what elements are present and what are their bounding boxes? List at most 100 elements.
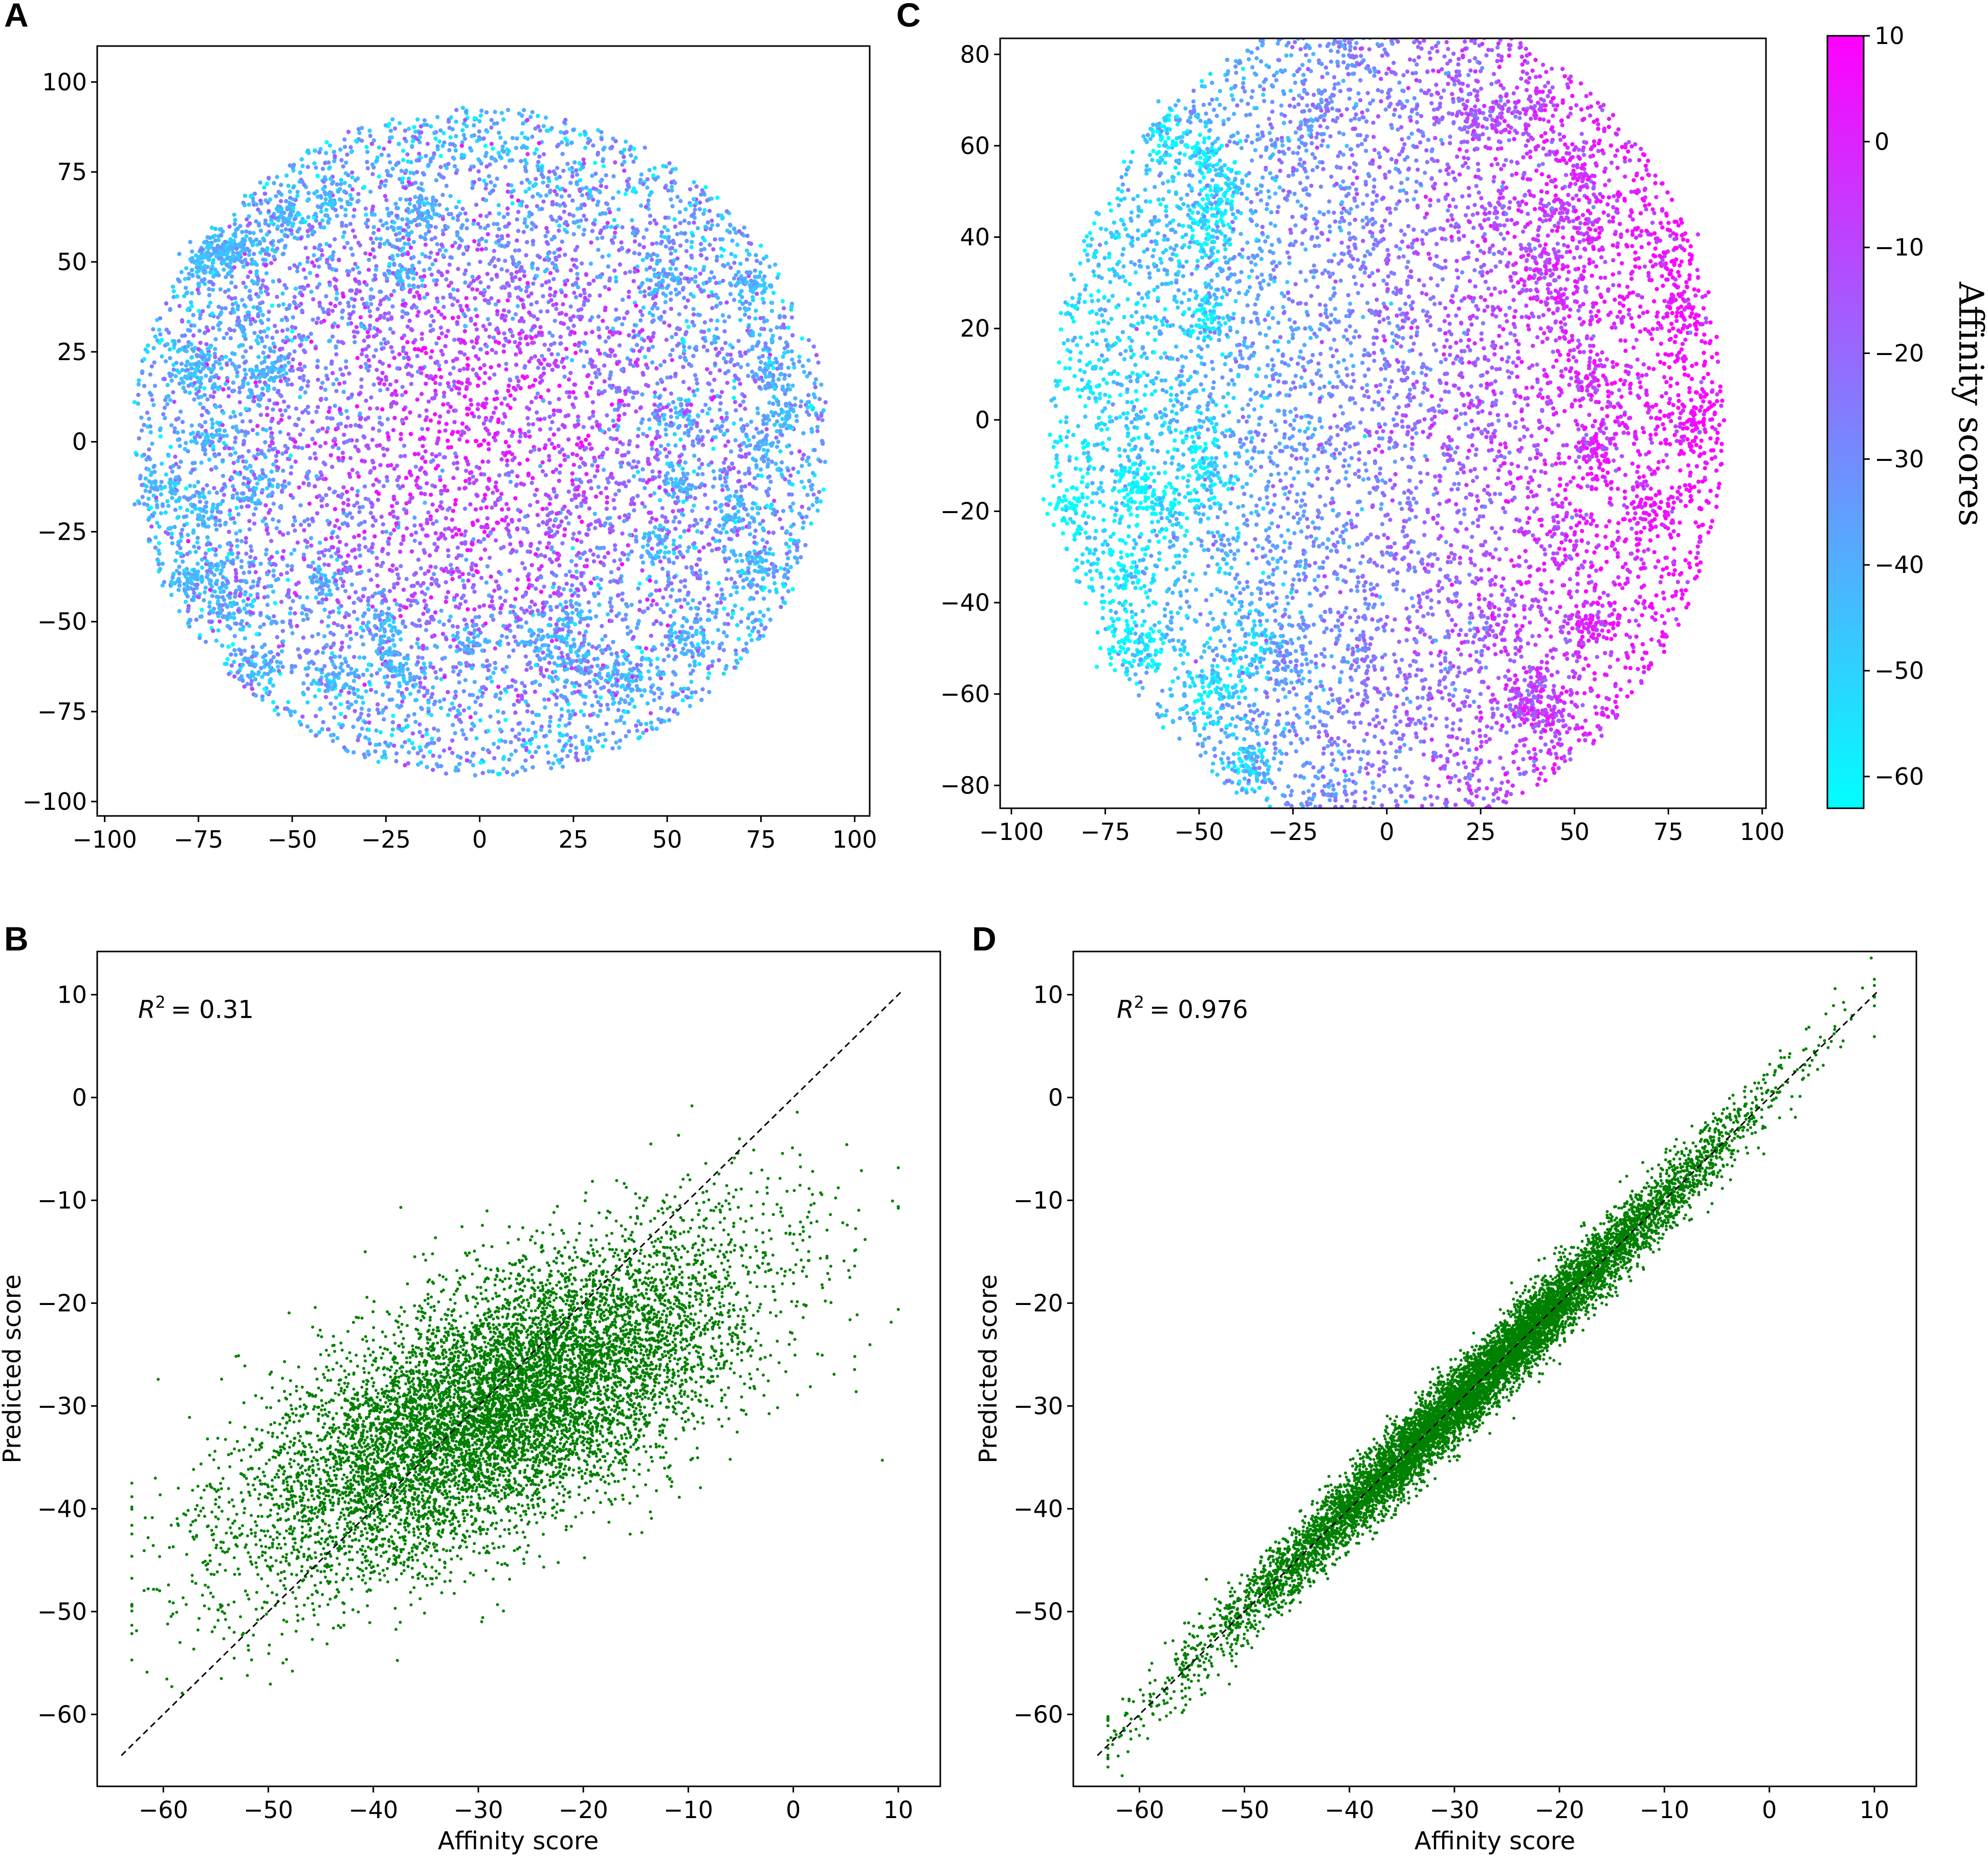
embedding-point bbox=[401, 348, 406, 353]
embedding-point bbox=[367, 327, 372, 331]
embedding-point bbox=[529, 480, 534, 485]
embedding-point bbox=[450, 517, 454, 522]
embedding-point bbox=[321, 650, 325, 655]
embedding-point bbox=[347, 645, 351, 649]
embedding-point bbox=[484, 344, 489, 349]
embedding-point bbox=[593, 494, 599, 499]
embedding-point bbox=[207, 293, 212, 298]
embedding-point bbox=[586, 600, 591, 605]
embedding-point bbox=[493, 484, 498, 490]
embedding-point bbox=[450, 302, 455, 307]
embedding-point bbox=[724, 577, 729, 581]
embedding-point bbox=[433, 412, 437, 417]
embedding-point bbox=[815, 425, 820, 429]
embedding-point bbox=[556, 758, 561, 763]
embedding-point bbox=[630, 218, 634, 223]
embedding-point bbox=[387, 311, 391, 316]
embedding-point bbox=[526, 471, 531, 476]
embedding-point bbox=[394, 567, 399, 571]
embedding-point bbox=[173, 454, 178, 459]
embedding-point bbox=[614, 279, 619, 284]
embedding-point bbox=[799, 399, 804, 404]
embedding-point bbox=[172, 339, 176, 344]
embedding-point bbox=[518, 434, 523, 439]
embedding-point bbox=[302, 528, 306, 533]
embedding-point bbox=[657, 498, 662, 502]
embedding-point bbox=[678, 244, 683, 248]
embedding-point bbox=[278, 660, 283, 665]
embedding-point bbox=[323, 366, 328, 370]
panel-label-c: C bbox=[896, 0, 921, 34]
embedding-point bbox=[547, 458, 551, 462]
embedding-point bbox=[766, 567, 771, 572]
embedding-point bbox=[412, 591, 417, 596]
embedding-point bbox=[466, 636, 471, 641]
embedding-point bbox=[225, 657, 230, 661]
embedding-point bbox=[422, 274, 427, 279]
embedding-point bbox=[479, 247, 484, 252]
embedding-point bbox=[681, 444, 687, 449]
embedding-point bbox=[722, 622, 727, 626]
embedding-point bbox=[175, 430, 180, 435]
embedding-point bbox=[791, 501, 796, 506]
embedding-point bbox=[180, 318, 185, 323]
embedding-point bbox=[719, 509, 724, 514]
embedding-point bbox=[471, 278, 476, 283]
embedding-point bbox=[779, 325, 784, 330]
embedding-point bbox=[559, 519, 564, 524]
embedding-point bbox=[584, 629, 588, 634]
embedding-point bbox=[548, 286, 553, 291]
embedding-point bbox=[665, 461, 670, 466]
embedding-point bbox=[663, 300, 668, 304]
embedding-point bbox=[550, 420, 555, 425]
embedding-point bbox=[497, 227, 501, 232]
embedding-point bbox=[482, 381, 487, 385]
embedding-point bbox=[179, 409, 183, 414]
embedding-point bbox=[718, 394, 722, 399]
embedding-point bbox=[314, 733, 318, 738]
embedding-point bbox=[214, 527, 219, 532]
embedding-point bbox=[184, 266, 189, 271]
embedding-point bbox=[496, 684, 501, 689]
embedding-point bbox=[212, 589, 217, 594]
embedding-point bbox=[717, 523, 722, 528]
embedding-point bbox=[179, 377, 184, 381]
embedding-point bbox=[335, 586, 340, 591]
embedding-point bbox=[195, 540, 200, 545]
embedding-point bbox=[255, 583, 260, 588]
embedding-point bbox=[600, 254, 605, 259]
embedding-point bbox=[771, 291, 776, 295]
embedding-point bbox=[596, 583, 601, 587]
embedding-point bbox=[190, 273, 195, 278]
embedding-point bbox=[655, 429, 660, 434]
embedding-point bbox=[764, 254, 769, 259]
embedding-point bbox=[261, 350, 266, 355]
embedding-point bbox=[415, 314, 420, 318]
embedding-point bbox=[433, 392, 438, 397]
embedding-point bbox=[362, 682, 367, 687]
embedding-point bbox=[686, 429, 691, 434]
embedding-point bbox=[611, 196, 615, 201]
embedding-point bbox=[453, 498, 458, 502]
embedding-point bbox=[208, 542, 213, 546]
embedding-point bbox=[430, 452, 434, 456]
embedding-point bbox=[314, 409, 319, 414]
embedding-point bbox=[616, 207, 621, 212]
embedding-point bbox=[267, 448, 271, 453]
embedding-point bbox=[484, 110, 489, 115]
embedding-point bbox=[687, 386, 692, 391]
embedding-point bbox=[638, 662, 644, 668]
embedding-point bbox=[718, 301, 723, 305]
embedding-point bbox=[771, 530, 776, 535]
embedding-point bbox=[732, 385, 737, 390]
embedding-point bbox=[742, 225, 746, 230]
embedding-point bbox=[747, 521, 752, 526]
embedding-point bbox=[514, 270, 519, 275]
embedding-point bbox=[540, 460, 545, 465]
embedding-point bbox=[412, 677, 416, 682]
embedding-point bbox=[370, 247, 375, 252]
embedding-point bbox=[205, 397, 210, 402]
embedding-point bbox=[786, 383, 790, 388]
embedding-point bbox=[605, 702, 610, 707]
embedding-point bbox=[647, 286, 652, 291]
